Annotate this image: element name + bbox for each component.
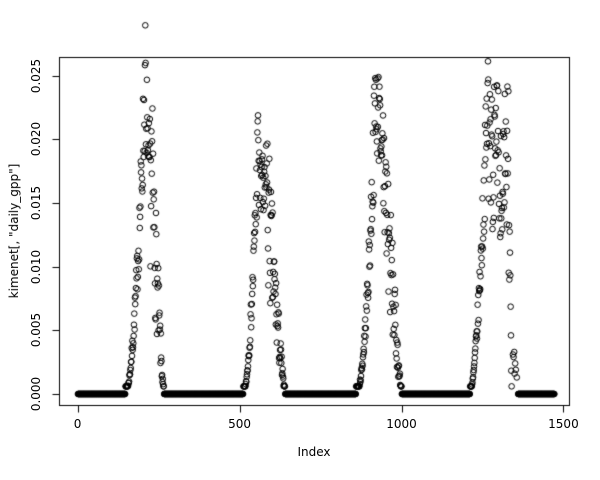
y-tick-label: 0.015 bbox=[29, 185, 43, 221]
y-axis-title: kimenet[, "daily_gpp"] bbox=[7, 163, 21, 299]
x-axis-title: Index bbox=[297, 445, 331, 459]
x-tick-label: 1000 bbox=[386, 417, 417, 431]
y-tick-label: 0.020 bbox=[29, 122, 43, 157]
y-tick-label: 0.010 bbox=[29, 249, 43, 284]
x-tick-label: 500 bbox=[228, 417, 251, 431]
x-tick-label: 1500 bbox=[548, 417, 579, 431]
y-tick-label: 0.000 bbox=[29, 376, 43, 412]
x-tick-label: 0 bbox=[73, 417, 82, 431]
y-tick-label: 0.025 bbox=[29, 58, 43, 93]
y-tick-label: 0.005 bbox=[29, 313, 43, 348]
